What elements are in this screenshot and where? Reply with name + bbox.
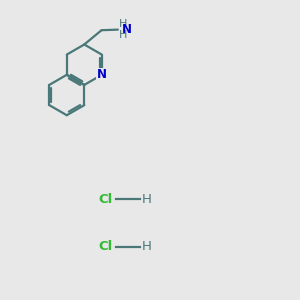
- Text: N: N: [122, 23, 131, 36]
- Text: H: H: [119, 30, 128, 40]
- Text: H: H: [119, 19, 128, 29]
- Text: H: H: [142, 193, 152, 206]
- Text: H: H: [142, 240, 152, 253]
- Text: N: N: [97, 68, 107, 81]
- Text: Cl: Cl: [98, 240, 112, 253]
- Text: Cl: Cl: [98, 193, 112, 206]
